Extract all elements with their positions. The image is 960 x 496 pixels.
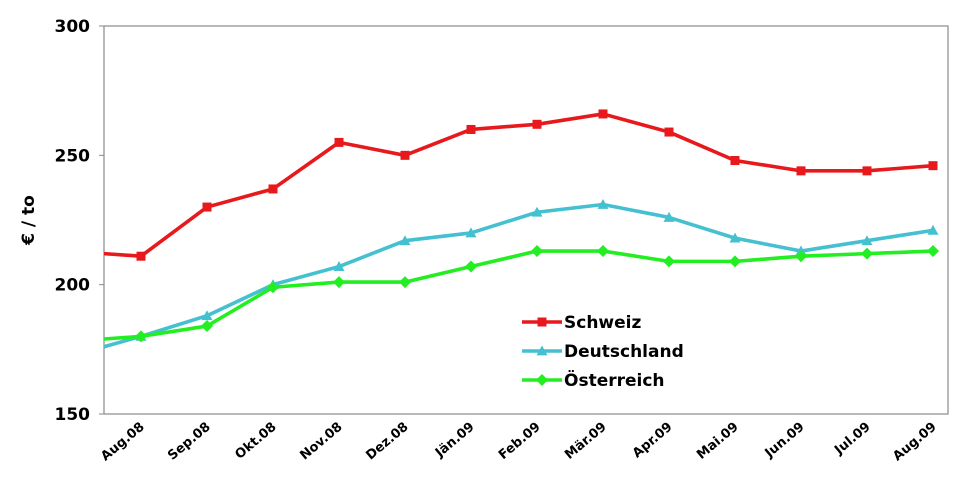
x-tick-label: Apr.09 [630, 420, 676, 462]
data-point [399, 235, 411, 246]
data-point [597, 198, 609, 209]
y-tick-label: 250 [55, 146, 91, 166]
data-point [333, 261, 345, 271]
x-tick: Feb.09 [496, 420, 544, 463]
data-point [537, 317, 547, 327]
data-point [663, 255, 675, 268]
legend-item: Deutschland [522, 342, 684, 362]
x-tick: Jun.09 [762, 420, 808, 462]
legend-item: Österreich [522, 369, 665, 391]
data-point [597, 245, 609, 258]
data-point [795, 250, 807, 263]
legend-label: Schweiz [564, 313, 641, 333]
x-tick-label: Feb.09 [496, 420, 544, 463]
data-point [536, 345, 548, 356]
data-point [532, 119, 542, 129]
x-tick-label: Aug.09 [890, 420, 939, 465]
data-point [465, 260, 477, 273]
series-österreich [103, 245, 939, 343]
data-point [861, 235, 873, 246]
x-tick-label: Jul.09 [831, 420, 873, 459]
data-point [466, 124, 476, 134]
x-tick: Apr.09 [630, 420, 676, 462]
series-line [103, 112, 934, 259]
x-tick-label: Jun.09 [762, 420, 808, 462]
data-point [796, 166, 806, 176]
data-point [928, 161, 938, 171]
x-tick: Sep.08 [165, 420, 213, 464]
series-layer [103, 109, 939, 349]
data-point [664, 127, 674, 137]
legend-label: Deutschland [564, 342, 684, 362]
data-point [202, 202, 212, 212]
data-point [399, 276, 411, 289]
series-schweiz [103, 109, 938, 261]
data-point [400, 150, 410, 160]
data-point [598, 109, 608, 119]
legend-item: Schweiz [522, 313, 641, 333]
y-axis-label: € / to [19, 195, 39, 246]
data-point [531, 206, 543, 217]
x-tick: Nov.08 [297, 420, 345, 464]
x-tick-label: Okt.08 [232, 420, 279, 463]
data-point [730, 156, 740, 166]
data-point [268, 184, 278, 194]
data-point [333, 276, 345, 289]
data-point [663, 211, 675, 222]
data-point [536, 374, 548, 386]
x-tick-label: Mai.09 [694, 420, 741, 463]
legend: Schweiz Deutschland Österreich [522, 313, 684, 391]
x-tick-label: Aug.08 [98, 420, 147, 465]
data-point [729, 255, 741, 268]
y-tick-label: 300 [55, 17, 91, 37]
x-tick: Jul.09 [831, 420, 873, 459]
data-point [201, 320, 213, 333]
plot-area [103, 25, 949, 415]
data-point [927, 224, 939, 235]
x-tick-label: Jän.09 [432, 420, 478, 462]
data-point [334, 137, 344, 147]
x-tick-label: Dez.08 [363, 420, 411, 464]
legend-label: Österreich [564, 369, 665, 391]
data-point [267, 281, 279, 294]
x-tick-label: Nov.08 [297, 420, 345, 464]
x-tick-label: Sep.08 [165, 420, 213, 464]
x-tick: Mär.09 [562, 420, 609, 463]
series-line [103, 202, 934, 349]
x-tick: Mai.09 [694, 420, 741, 463]
data-point [465, 227, 477, 238]
y-tick-label: 150 [55, 405, 91, 425]
data-point [136, 251, 146, 261]
data-point [862, 166, 872, 176]
x-axis-ticks: Aug.08 Sep.08 Okt.08 Nov.08 Dez.08 Jän.09 Feb.… [98, 420, 939, 465]
data-point [729, 232, 741, 243]
data-point [861, 247, 873, 260]
series-line [103, 249, 934, 341]
x-tick: Dez.08 [363, 420, 411, 464]
x-tick-label: Mär.09 [562, 420, 609, 463]
data-point [201, 310, 213, 321]
x-tick: Aug.08 [98, 420, 147, 465]
x-tick: Jän.09 [432, 420, 478, 462]
x-tick: Aug.09 [890, 420, 939, 465]
data-point [531, 245, 543, 258]
y-axis-ticks: 150 200 250 300 [55, 17, 104, 425]
x-tick: Okt.08 [232, 420, 279, 463]
data-point [927, 245, 939, 258]
data-point [135, 330, 147, 343]
y-tick-label: 200 [55, 276, 91, 296]
